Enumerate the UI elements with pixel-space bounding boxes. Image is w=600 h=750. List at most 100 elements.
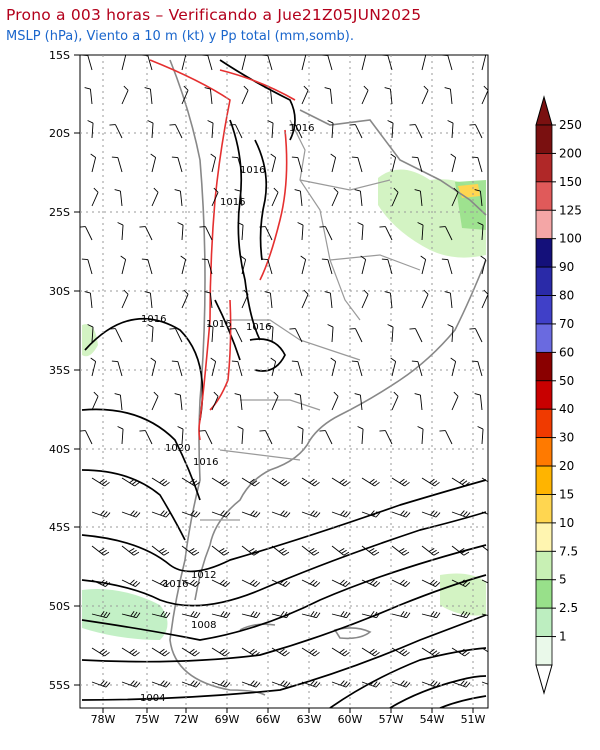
- wind-barb-262: [391, 680, 411, 688]
- isobar-label-c: 1016: [220, 197, 245, 208]
- colorbar-swatch-11: [535, 437, 553, 467]
- wind-barb-128: [150, 357, 157, 377]
- wind-barb-205: [361, 545, 380, 556]
- political-borders: [200, 119, 421, 521]
- wind-barb-131: [231, 360, 243, 377]
- wind-barb-130: [210, 357, 217, 377]
- colorbar-label-13: 15: [559, 487, 574, 501]
- colorbar-swatch-17: [535, 607, 553, 637]
- wind-barb-168: [91, 477, 110, 487]
- colorbar-swatch-13: [535, 494, 553, 524]
- wind-barb-34: [267, 120, 274, 139]
- wind-barb-195: [481, 511, 488, 515]
- wind-barb-188: [271, 510, 291, 518]
- wind-barb-126: [90, 357, 97, 377]
- colorbar-swatch-4: [535, 238, 553, 268]
- wind-barb-60: [211, 187, 219, 207]
- wind-barb-256: [211, 680, 231, 688]
- wind-barb-122: [387, 324, 394, 343]
- wind-barb-178: [391, 477, 410, 487]
- lat-label-50s: 50S: [49, 600, 70, 613]
- wind-barb-6: [261, 55, 273, 71]
- wind-barb-100: [144, 291, 153, 309]
- wind-barb-214: [211, 579, 231, 587]
- wind-barb-104: [264, 291, 273, 309]
- colorbar-bottom-arrow: [535, 664, 553, 695]
- wind-barb-155: [117, 426, 124, 445]
- wind-barb-150: [391, 391, 399, 411]
- wind-barb-52: [390, 153, 397, 173]
- wind-barb-11: [421, 55, 427, 71]
- wind-barb-8: [321, 55, 333, 71]
- isobar-label-b: 1016: [240, 165, 265, 176]
- wind-barb-80: [379, 226, 393, 241]
- isobar-label-g: 1020: [165, 443, 190, 454]
- wind-barb-27: [481, 85, 488, 105]
- colorbar-swatch-2: [535, 181, 553, 211]
- wind-barb-125: [469, 328, 483, 343]
- wind-barb-257: [241, 680, 261, 688]
- wind-barb-108: [384, 291, 393, 309]
- wind-barb-113: [109, 328, 123, 343]
- isobars: [81, 59, 487, 708]
- wind-barb-114: [147, 324, 154, 343]
- wind-barb-41: [469, 124, 483, 139]
- wind-barb-142: [151, 391, 159, 411]
- wind-barb-14: [84, 87, 93, 105]
- wind-barb-232: [331, 610, 351, 619]
- lon-label-66w: 66W: [256, 713, 281, 726]
- wind-barb-38: [387, 120, 394, 139]
- wind-barb-59: [174, 189, 183, 207]
- wind-barb-175: [301, 477, 320, 487]
- wind-barb-204: [331, 545, 350, 556]
- colorbar-swatch-15: [535, 550, 553, 581]
- wind-barb-123: [409, 328, 423, 343]
- wind-barb-35: [289, 124, 303, 139]
- colorbar-swatch-16: [535, 579, 553, 609]
- wind-barb-172: [211, 477, 230, 487]
- wind-barb-24: [384, 87, 393, 105]
- wind-barb-215: [241, 579, 261, 587]
- wind-barb-69: [474, 189, 483, 207]
- wind-barb-53: [411, 156, 423, 173]
- wind-barb-75: [237, 222, 244, 241]
- wind-barb-264: [451, 680, 471, 688]
- colorbar-swatch-3: [535, 209, 553, 240]
- wind-barb-94: [381, 258, 393, 275]
- isobar-label-e: 1016: [206, 319, 231, 330]
- wind-barb-78: [319, 226, 333, 241]
- wind-barb-9: [361, 55, 367, 71]
- isobar-label-a: 1016: [289, 123, 314, 134]
- wind-barb-187: [241, 510, 261, 518]
- wind-barb-47: [231, 156, 243, 173]
- wind-barb-93: [360, 255, 367, 275]
- colorbar-swatch-8: [535, 351, 553, 382]
- wind-barb-234: [391, 610, 411, 619]
- wind-barb-84: [81, 258, 93, 275]
- wind-barb-222: [451, 579, 471, 587]
- colorbar: 250 200 150 125 100 90 80 70 60 50 40 30 20 15 10 7.5 5 2…: [535, 95, 582, 695]
- wind-barb-85: [120, 255, 127, 275]
- wind-barb-46: [210, 153, 217, 173]
- colorbar-swatch-5: [535, 266, 553, 296]
- wind-barb-139: [471, 360, 483, 377]
- wind-barb-95: [420, 255, 427, 275]
- wind-barb-244: [271, 647, 290, 657]
- colorbar-label-3: 125: [559, 203, 582, 217]
- wind-barb-179: [421, 477, 440, 487]
- lat-label-45s: 45S: [49, 521, 70, 534]
- wind-barb-43: [111, 156, 123, 173]
- wind-barb-166: [439, 430, 453, 445]
- chart-subtitle: MSLP (hPa), Viento a 10 m (kt) y Pp tota…: [6, 29, 354, 44]
- wind-barb-220: [391, 579, 411, 587]
- wind-barb-63: [294, 189, 303, 207]
- wind-barb-212: [151, 579, 171, 587]
- wind-barb-74: [199, 226, 213, 241]
- wind-barb-144: [211, 391, 219, 411]
- colorbar-label-6: 80: [559, 289, 574, 303]
- wind-barb-82: [439, 226, 453, 241]
- wind-barb-129: [171, 360, 183, 377]
- wind-barb-83: [477, 222, 484, 241]
- wind-barb-99: [121, 289, 129, 309]
